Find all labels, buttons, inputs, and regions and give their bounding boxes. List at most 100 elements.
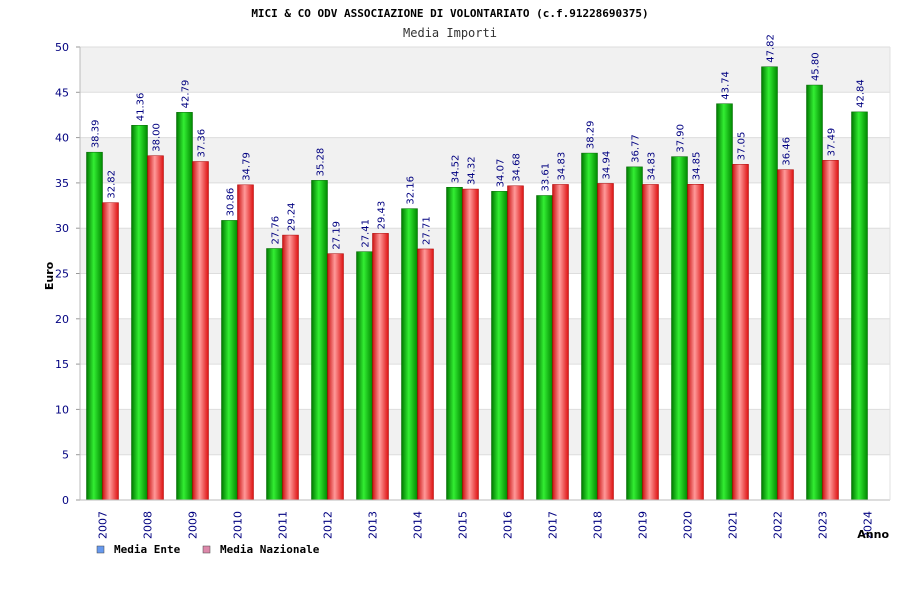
legend-swatch-media-ente [96, 545, 105, 554]
bar-media-nazionale-2007 [102, 202, 119, 501]
bar-media-ente-2019 [626, 166, 643, 501]
bar-media-ente-2017 [536, 195, 553, 501]
y-tick-labels: 0 5 10 15 20 25 30 35 40 45 50 [55, 41, 69, 507]
value-label-media-ente-2019: 36.77 [631, 134, 642, 163]
bar-media-ente-2022 [761, 66, 778, 501]
y-tick-label: 0 [62, 494, 69, 507]
value-label-media-nazionale-2011: 29.24 [287, 202, 298, 231]
y-tick-label: 5 [62, 449, 69, 462]
value-label-media-nazionale-2018: 34.94 [602, 151, 613, 180]
plot-band [80, 318, 890, 365]
x-tick-label: 2020 [682, 511, 695, 539]
x-tick-label: 2024 [862, 511, 875, 539]
x-tick-label: 2017 [547, 511, 560, 539]
plot-background [80, 47, 890, 500]
plot-band [80, 273, 890, 319]
value-label-media-ente-2024: 42.84 [856, 79, 867, 108]
x-tick-label: 2008 [142, 511, 155, 539]
x-tick-label: 2011 [277, 511, 290, 539]
chart-subtitle: Media Importi [403, 26, 497, 40]
y-tick-label: 25 [55, 268, 69, 281]
plot-band [80, 47, 890, 93]
bar-media-nazionale-2010 [237, 184, 254, 501]
value-label-media-ente-2023: 45.80 [811, 52, 822, 81]
value-label-media-ente-2020: 37.90 [676, 124, 687, 153]
plot-band [80, 137, 890, 183]
value-label-media-ente-2014: 32.16 [406, 176, 417, 205]
bar-media-nazionale-2017 [552, 184, 569, 501]
bar-media-nazionale-2016 [507, 185, 524, 501]
value-label-media-ente-2008: 41.36 [136, 93, 147, 122]
value-label-media-ente-2012: 35.28 [316, 148, 327, 177]
bar-media-nazionale-2018 [597, 183, 614, 501]
bar-media-nazionale-2019 [642, 184, 659, 501]
y-tick-label: 35 [55, 177, 69, 190]
axes [76, 46, 891, 501]
value-label-media-nazionale-2023: 37.49 [827, 128, 838, 157]
value-label-media-nazionale-2010: 34.79 [242, 152, 253, 181]
bar-media-ente-2010 [221, 220, 238, 501]
plot-band [80, 409, 890, 455]
legend: Media Ente Media Nazionale [96, 543, 320, 556]
y-axis-title: Euro [43, 261, 56, 290]
value-label-media-nazionale-2015: 34.32 [467, 156, 478, 185]
bar-media-nazionale-2012 [327, 253, 344, 501]
x-tick-label: 2018 [592, 511, 605, 539]
plot-band [80, 92, 890, 138]
x-tick-label: 2021 [727, 511, 740, 539]
x-tick-label: 2022 [772, 511, 785, 539]
x-tick-label: 2016 [502, 511, 515, 539]
value-label-media-ente-2018: 38.29 [586, 120, 597, 149]
x-tick-label: 2019 [637, 511, 650, 539]
bar-media-ente-2018 [581, 152, 598, 501]
bar-media-ente-2021 [716, 103, 733, 501]
bar-media-ente-2023 [806, 84, 823, 501]
value-label-media-ente-2021: 43.74 [721, 71, 732, 100]
value-label-media-nazionale-2016: 34.68 [512, 153, 523, 182]
plot-band [80, 364, 890, 410]
bar-media-ente-2015 [446, 186, 463, 501]
bar-media-ente-2016 [491, 191, 508, 501]
y-tick-label: 20 [55, 313, 69, 326]
bar-media-nazionale-2009 [192, 161, 209, 501]
plot-band [80, 228, 890, 274]
bar-media-ente-2013 [356, 251, 373, 501]
value-label-media-nazionale-2013: 29.43 [377, 201, 388, 230]
value-label-media-ente-2017: 33.61 [541, 163, 552, 192]
bar-media-nazionale-2020 [687, 184, 704, 501]
legend-label-media-nazionale: Media Nazionale [220, 543, 320, 556]
y-tick-label: 40 [55, 132, 69, 145]
bar-media-ente-2008 [131, 125, 148, 501]
value-label-media-ente-2022: 47.82 [766, 34, 777, 63]
bar-media-nazionale-2013 [372, 233, 389, 501]
y-tick-label: 30 [55, 222, 69, 235]
plot-band [80, 182, 890, 229]
bar-media-nazionale-2008 [147, 155, 164, 501]
bar-media-ente-2007 [86, 151, 103, 501]
value-label-media-nazionale-2020: 34.85 [692, 152, 703, 181]
value-label-media-nazionale-2012: 27.19 [332, 221, 343, 250]
x-tick-label: 2023 [817, 511, 830, 539]
x-tick-label: 2015 [457, 511, 470, 539]
legend-label-media-ente: Media Ente [114, 543, 181, 556]
y-tick-label: 15 [55, 358, 69, 371]
y-tick-label: 45 [55, 86, 69, 99]
bar-media-ente-2024 [851, 111, 868, 501]
x-axis-title: Anno [857, 528, 889, 541]
value-label-media-nazionale-2019: 34.83 [647, 152, 658, 181]
y-tick-label: 10 [55, 403, 69, 416]
value-label-media-ente-2011: 27.76 [271, 216, 282, 245]
x-tick-label: 2007 [97, 511, 110, 539]
value-label-media-nazionale-2022: 36.46 [782, 137, 793, 166]
bar-media-nazionale-2015 [462, 188, 479, 501]
chart-title: MICI & CO ODV ASSOCIAZIONE DI VOLONTARIA… [251, 7, 648, 20]
bar-media-nazionale-2021 [732, 164, 749, 501]
bar-media-ente-2020 [671, 156, 688, 501]
bar-media-ente-2014 [401, 208, 418, 501]
value-label-media-nazionale-2017: 34.83 [557, 152, 568, 181]
bar-media-nazionale-2023 [822, 160, 839, 501]
value-label-media-ente-2009: 42.79 [181, 80, 192, 109]
value-labels: 38.39 32.82 41.36 38.00 42.79 37.36 30.86 34.79… [91, 34, 867, 250]
y-tick-label: 50 [55, 41, 69, 54]
